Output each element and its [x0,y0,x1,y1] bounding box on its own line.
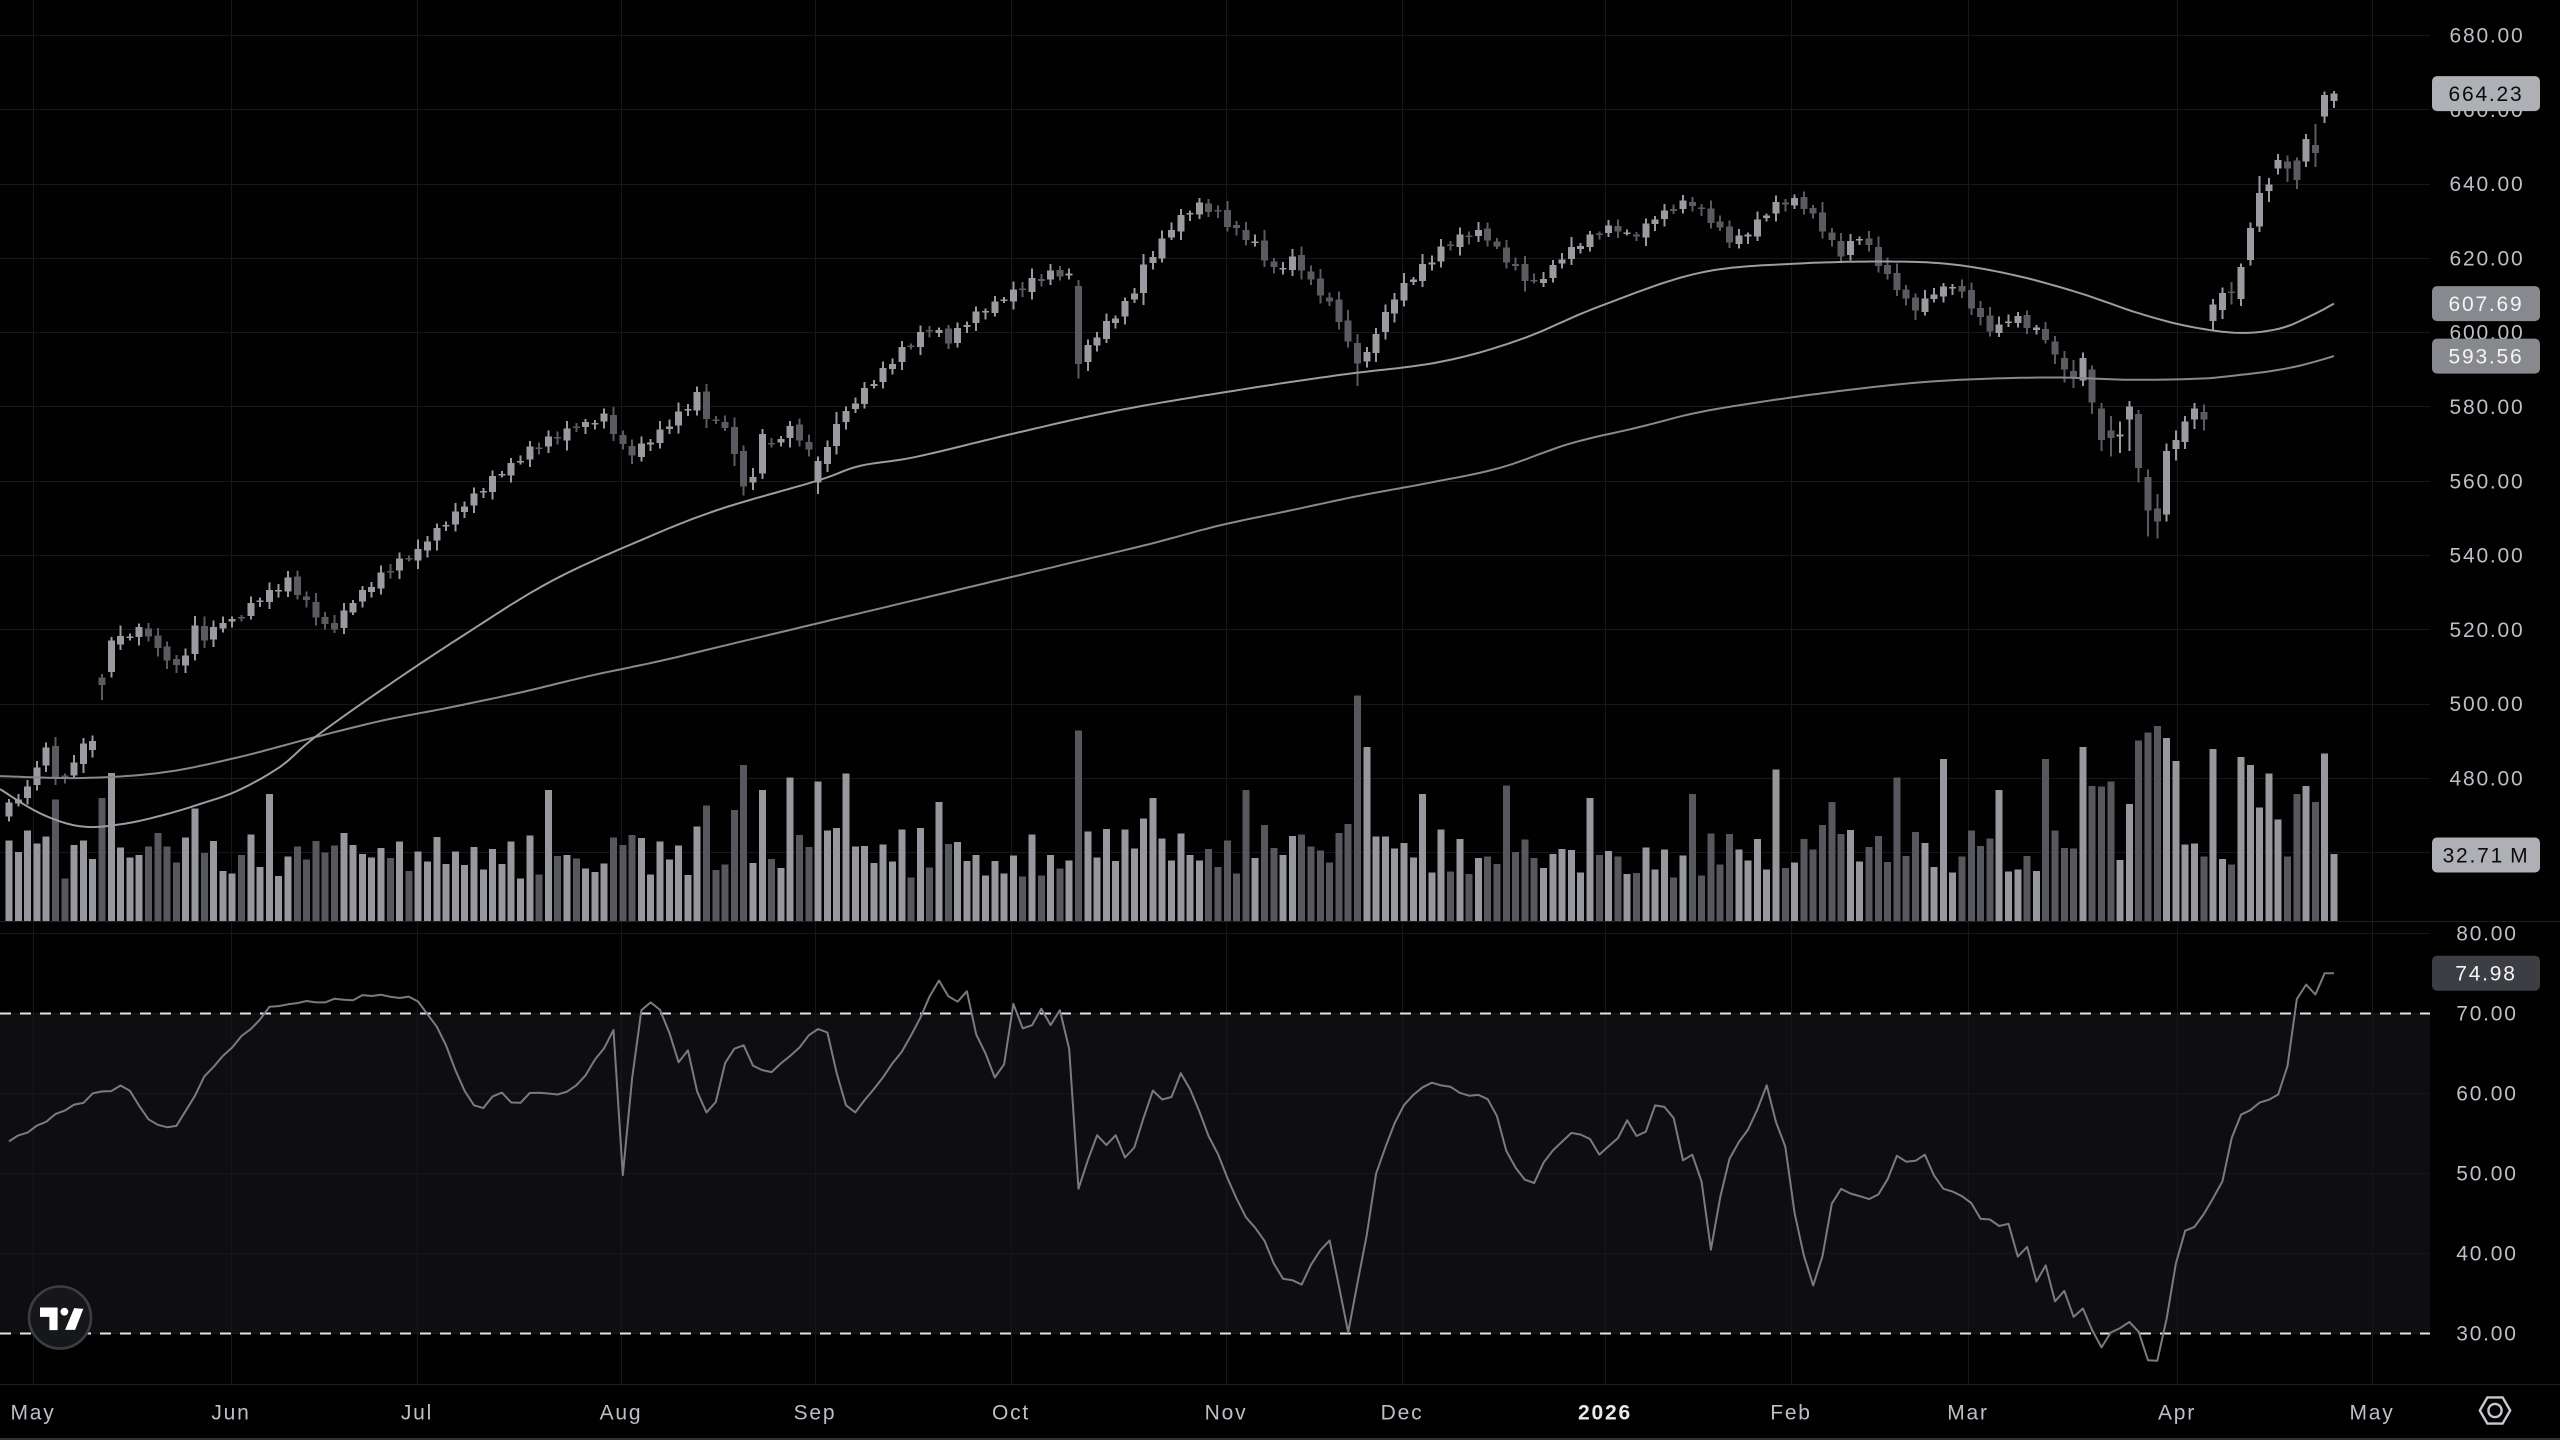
svg-text:May: May [10,1402,55,1425]
svg-text:607.69: 607.69 [2448,293,2523,316]
svg-text:50.00: 50.00 [2456,1163,2518,1186]
svg-text:32.71 M: 32.71 M [2443,845,2530,868]
svg-text:30.00: 30.00 [2456,1323,2518,1346]
svg-text:Sep: Sep [794,1402,837,1425]
svg-text:40.00: 40.00 [2456,1243,2518,1266]
svg-text:Apr: Apr [2158,1402,2196,1425]
svg-text:80.00: 80.00 [2456,923,2518,946]
svg-text:Jun: Jun [211,1402,250,1425]
svg-text:2026: 2026 [1578,1402,1632,1425]
svg-text:664.23: 664.23 [2448,83,2523,106]
svg-text:593.56: 593.56 [2448,346,2523,369]
svg-text:Aug: Aug [600,1402,643,1425]
svg-text:Nov: Nov [1205,1402,1248,1425]
svg-text:60.00: 60.00 [2456,1083,2518,1106]
svg-text:70.00: 70.00 [2456,1003,2518,1026]
svg-text:560.00: 560.00 [2449,470,2524,493]
svg-text:Feb: Feb [1770,1402,1812,1425]
svg-text:Jul: Jul [401,1402,433,1425]
svg-text:680.00: 680.00 [2449,25,2524,48]
svg-text:580.00: 580.00 [2449,396,2524,419]
svg-text:520.00: 520.00 [2449,619,2524,642]
svg-text:640.00: 640.00 [2449,173,2524,196]
svg-text:540.00: 540.00 [2449,545,2524,568]
svg-text:74.98: 74.98 [2455,963,2517,986]
svg-text:620.00: 620.00 [2449,247,2524,270]
svg-text:Dec: Dec [1381,1402,1424,1425]
svg-text:Mar: Mar [1947,1402,1989,1425]
svg-text:May: May [2349,1402,2394,1425]
svg-text:480.00: 480.00 [2449,768,2524,791]
svg-text:Oct: Oct [992,1402,1030,1425]
svg-text:500.00: 500.00 [2449,693,2524,716]
